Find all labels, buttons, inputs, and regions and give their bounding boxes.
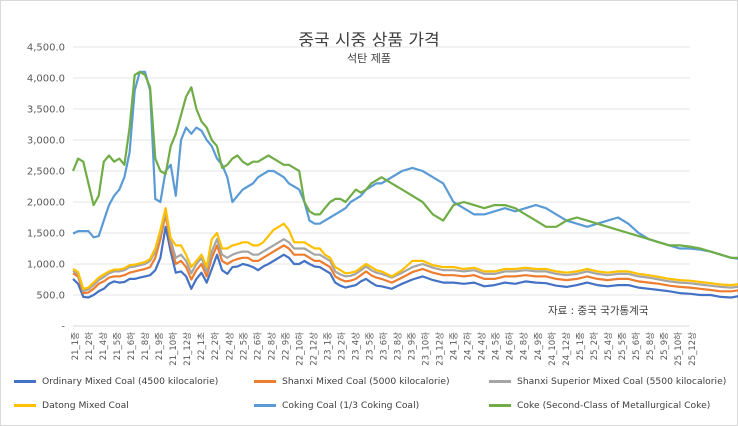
x-tick-label: 21_4상 xyxy=(98,332,109,360)
chart-subtitle: 석탄 제품 xyxy=(347,52,391,65)
legend-item-5: Coke (Second-Class of Metallurgical Coke… xyxy=(489,400,710,411)
y-tick-label: 1,000.0 xyxy=(27,260,65,271)
legend-swatch xyxy=(14,380,36,383)
chart-title: 중국 시중 상품 가격 xyxy=(298,31,440,51)
x-tick-label: 24_6하 xyxy=(505,332,516,360)
y-tick-label: 3,000.0 xyxy=(27,136,65,147)
x-tick-label: 25_6하 xyxy=(631,332,642,360)
x-tick-label: 21_6하 xyxy=(126,332,137,360)
y-tick-label: 2,500.0 xyxy=(27,167,65,178)
x-tick-label: 21_12상 xyxy=(182,332,193,366)
x-tick-label: 24_8상 xyxy=(519,332,530,360)
y-tick-label: 1,500.0 xyxy=(27,229,65,240)
x-tick-label: 23_9중 xyxy=(408,332,418,360)
x-tick-label: 22_6하 xyxy=(252,332,263,360)
x-tick-label: 24_4상 xyxy=(477,332,488,360)
x-tick-label: 22_8상 xyxy=(266,332,277,360)
y-tick-label: 3,500.0 xyxy=(27,105,65,116)
y-tick-label: 2,000.0 xyxy=(27,198,65,209)
x-tick-label: 25_2하 xyxy=(589,332,600,360)
x-tick-label: 25_4상 xyxy=(603,332,614,360)
x-tick-label: 25_12상 xyxy=(687,332,698,366)
x-axis-ticks: 21_1중 21_2하 21_4상 21_5중 21_6하 21_8상 21_9중 21_10… xyxy=(71,332,698,366)
legend-swatch xyxy=(254,380,276,383)
x-tick-label: 23_4상 xyxy=(350,332,361,360)
y-tick-label: 500.0 xyxy=(36,291,65,302)
y-axis-ticks: - 500.0 1,000.0 1,500.0 2,000.0 2,500.0 3,000.… xyxy=(27,43,66,333)
x-tick-label: 23_1중 xyxy=(323,332,333,360)
x-tick-label: 21_2하 xyxy=(84,332,95,360)
x-tick-label: 23_8상 xyxy=(393,332,404,360)
x-tick-label: 24_9중 xyxy=(534,332,544,360)
series-line-3 xyxy=(72,207,738,290)
legend-item-4: Coking Coal (1/3 Coking Coal) xyxy=(254,400,419,411)
y-tick-label: 4,000.0 xyxy=(27,74,65,85)
legend-item-1: Shanxi Mixed Coal (5000 kilocalorie) xyxy=(254,376,450,387)
series-line-5 xyxy=(71,70,738,259)
legend: Ordinary Mixed Coal (4500 kilocalorie) Sh… xyxy=(14,376,726,418)
gridlines xyxy=(73,46,690,327)
x-tick-label: 25_5중 xyxy=(618,332,628,360)
legend-label: Coke (Second-Class of Metallurgical Coke… xyxy=(517,400,711,411)
x-tick-label: 24_1중 xyxy=(450,332,460,360)
legend-label: Coking Coal (1/3 Coking Coal) xyxy=(282,400,420,411)
y-tick-label: 4,500.0 xyxy=(27,43,65,54)
x-tick-label: 23_2하 xyxy=(336,332,347,360)
legend-label: Ordinary Mixed Coal (4500 kilocalorie) xyxy=(42,376,219,387)
series-line-0 xyxy=(72,225,738,299)
x-tick-label: 22_4상 xyxy=(224,332,235,360)
x-tick-label: 23_12상 xyxy=(435,332,446,366)
x-tick-label: 22_9중 xyxy=(281,332,291,360)
x-tick-label: 23_6하 xyxy=(379,332,390,360)
x-tick-label: 25_8상 xyxy=(645,332,656,360)
x-tick-label: 24_12상 xyxy=(561,332,572,366)
series-line-4 xyxy=(72,70,738,260)
x-tick-label: 21_10하 xyxy=(168,332,179,366)
x-tick-label: 22_10하 xyxy=(294,332,305,366)
x-tick-label: 21_5중 xyxy=(113,332,123,360)
x-tick-label: 22_5중 xyxy=(239,332,249,360)
x-tick-label: 25_10하 xyxy=(673,332,684,366)
legend-label: Datong Mixed Coal xyxy=(42,400,129,411)
legend-swatch xyxy=(14,404,36,407)
x-tick-label: 24_10하 xyxy=(547,332,558,366)
x-tick-label: 22_12상 xyxy=(308,332,319,366)
legend-label: Shanxi Superior Mixed Coal (5500 kilocal… xyxy=(517,376,727,387)
legend-item-0: Ordinary Mixed Coal (4500 kilocalorie) xyxy=(14,376,218,387)
legend-swatch xyxy=(489,380,511,383)
source-note: 자료 : 중국 국가통계국 xyxy=(548,305,649,317)
x-tick-label: 21_8상 xyxy=(140,332,151,360)
legend-item-2: Shanxi Superior Mixed Coal (5500 kilocal… xyxy=(489,376,726,387)
series-line-2 xyxy=(72,210,738,292)
x-tick-label: 22_2하 xyxy=(210,332,221,360)
x-tick-label: 23_5중 xyxy=(365,332,375,360)
x-tick-label: 24_2하 xyxy=(463,332,474,360)
x-tick-label: 22_1초 xyxy=(197,332,207,360)
legend-swatch xyxy=(254,404,276,407)
legend-label: Shanxi Mixed Coal (5000 kilocalorie) xyxy=(282,376,450,387)
legend-item-3: Datong Mixed Coal xyxy=(14,400,129,411)
x-tick-label: 25_1중 xyxy=(576,332,586,360)
legend-swatch xyxy=(489,404,511,407)
x-tick-label: 25_9중 xyxy=(660,332,670,360)
x-tick-label: 21_1중 xyxy=(71,332,81,360)
x-tick-label: 21_9중 xyxy=(155,332,165,360)
y-tick-label: - xyxy=(61,322,65,333)
x-tick-label: 23_10하 xyxy=(421,332,432,366)
series-lines xyxy=(71,70,738,299)
x-tick-label: 24_5중 xyxy=(492,332,502,360)
